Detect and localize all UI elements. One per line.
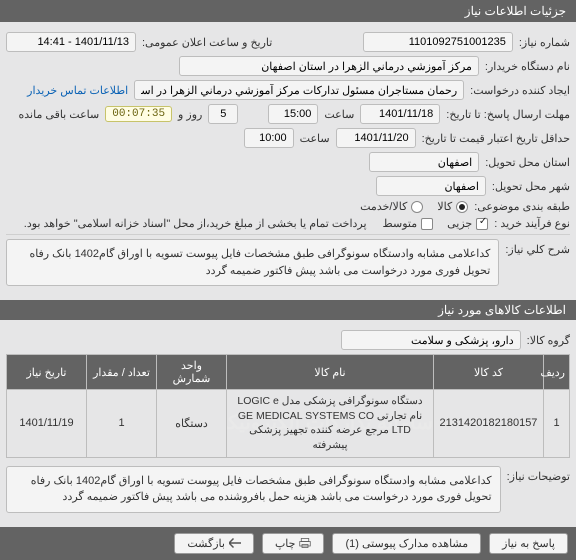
items-table: ردیف کد کالا نام کالا واحد شمارش تعداد /… [6, 354, 570, 458]
delivery-city-label: شهر محل تحویل: [492, 180, 570, 193]
category-option-goods-service-label: کالا/خدمت [360, 200, 407, 213]
process-note: پرداخت تمام یا بخشی از مبلغ خرید،از محل … [24, 217, 367, 230]
back-arrow-icon [229, 537, 241, 549]
min-validity-date [336, 128, 416, 148]
footer-buttons: پاسخ به نیاز مشاهده مدارک پیوستی (1) چاپ… [0, 527, 576, 560]
deadline-date [360, 104, 440, 124]
category-option-goods-label: کالا [437, 200, 452, 213]
buyer-contact-link[interactable]: اطلاعات تماس خریدار [27, 84, 128, 97]
th-name: نام کالا [227, 355, 434, 390]
td-unit: دستگاه [157, 390, 227, 458]
buyer-label: نام دستگاه خریدار: [485, 60, 570, 73]
th-date: تاریخ نیاز [7, 355, 87, 390]
buyer-value [179, 56, 479, 76]
group-value [341, 330, 521, 350]
th-idx: ردیف [544, 355, 570, 390]
deadline-time [268, 104, 318, 124]
remain-days [208, 104, 238, 124]
items-section-title: اطلاعات کالاهای مورد نیاز [438, 303, 566, 317]
process-option-medium-label: متوسط [383, 217, 418, 230]
td-idx: 1 [544, 390, 570, 458]
main-desc-label: شرح کلي نیاز: [505, 239, 570, 256]
th-unit: واحد شمارش [157, 355, 227, 390]
delivery-province-value [369, 152, 479, 172]
items-section-header: اطلاعات کالاهای مورد نیاز [0, 300, 576, 320]
section-title: جزئیات اطلاعات نیاز [465, 4, 566, 18]
reply-button-label: پاسخ به نیاز [502, 537, 555, 550]
announce-label: تاریخ و ساعت اعلان عمومی: [142, 36, 272, 49]
section-header: جزئیات اطلاعات نیاز [0, 0, 576, 22]
back-button-label: بازگشت [187, 537, 225, 550]
requester-label: ایجاد کننده درخواست: [470, 84, 570, 97]
delivery-province-label: استان محل تحویل: [485, 156, 570, 169]
checkbox-checked-icon [476, 218, 488, 230]
print-button-label: چاپ [275, 537, 296, 550]
deadline-time-label: ساعت [324, 108, 354, 121]
td-name: سامانه تدارکات الکترونیکی دولت دستگاه سو… [227, 390, 434, 458]
attachments-button-label: مشاهده مدارک پیوستی (1) [345, 537, 468, 550]
remain-countdown: 00:07:35 [105, 106, 172, 122]
process-option-minor[interactable]: جزیی [447, 217, 488, 230]
td-date: 1401/11/19 [7, 390, 87, 458]
table-header-row: ردیف کد کالا نام کالا واحد شمارش تعداد /… [7, 355, 570, 390]
need-number-label: شماره نیاز: [519, 36, 570, 49]
need-number-value [363, 32, 513, 52]
category-option-goods-service[interactable]: کالا/خدمت [360, 200, 423, 213]
remain-suffix: ساعت باقی مانده [19, 108, 100, 121]
attachments-button[interactable]: مشاهده مدارک پیوستی (1) [332, 533, 481, 554]
process-option-minor-label: جزیی [447, 217, 472, 230]
requester-value [134, 80, 464, 100]
printer-icon [299, 537, 311, 549]
deadline-label: مهلت ارسال پاسخ: تا تاریخ: [446, 108, 570, 121]
checkbox-icon [421, 218, 433, 230]
back-button[interactable]: بازگشت [174, 533, 254, 554]
min-validity-label: حداقل تاریخ اعتبار قیمت تا تاریخ: [422, 132, 570, 145]
group-label: گروه کالا: [527, 334, 570, 347]
delivery-city-value [376, 176, 486, 196]
announce-value [6, 32, 136, 52]
notes-label: توضیحات نیاز: [507, 466, 570, 483]
main-desc-text: کداعلامی مشابه وادستگاه سونوگرافی طبق مش… [6, 239, 499, 286]
td-code: 2131420182180157 [434, 390, 544, 458]
reply-button[interactable]: پاسخ به نیاز [489, 533, 568, 554]
print-button[interactable]: چاپ [262, 533, 325, 554]
radio-dot-selected-icon [456, 201, 468, 213]
table-row: 1 2131420182180157 سامانه تدارکات الکترو… [7, 390, 570, 458]
process-option-medium[interactable]: متوسط [383, 217, 434, 230]
remain-days-label: روز و [178, 108, 202, 121]
process-label: نوع فرآیند خرید : [494, 217, 570, 230]
category-option-goods[interactable]: کالا [437, 200, 468, 213]
process-checkbox-group: جزیی متوسط [383, 217, 489, 230]
td-qty: 1 [87, 390, 157, 458]
category-label: طبقه بندی موضوعی: [474, 200, 570, 213]
notes-text: کداعلامی مشابه وادستگاه سونوگرافی طبق مش… [6, 466, 501, 513]
min-validity-time [244, 128, 294, 148]
th-code: کد کالا [434, 355, 544, 390]
radio-dot-icon [411, 201, 423, 213]
category-radio-group: کالا کالا/خدمت [360, 200, 468, 213]
td-name-text: دستگاه سونوگرافی پزشکی مدل LOGIC e نام ت… [237, 395, 422, 451]
th-qty: تعداد / مقدار [87, 355, 157, 390]
min-validity-time-label: ساعت [300, 132, 330, 145]
